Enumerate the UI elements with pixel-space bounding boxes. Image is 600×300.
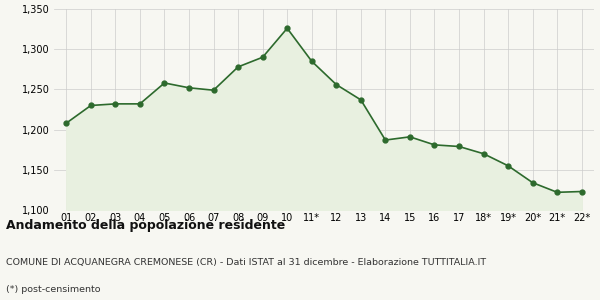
Text: COMUNE DI ACQUANEGRA CREMONESE (CR) - Dati ISTAT al 31 dicembre - Elaborazione T: COMUNE DI ACQUANEGRA CREMONESE (CR) - Da… xyxy=(6,258,486,267)
Text: (*) post-censimento: (*) post-censimento xyxy=(6,285,101,294)
Text: Andamento della popolazione residente: Andamento della popolazione residente xyxy=(6,219,285,232)
